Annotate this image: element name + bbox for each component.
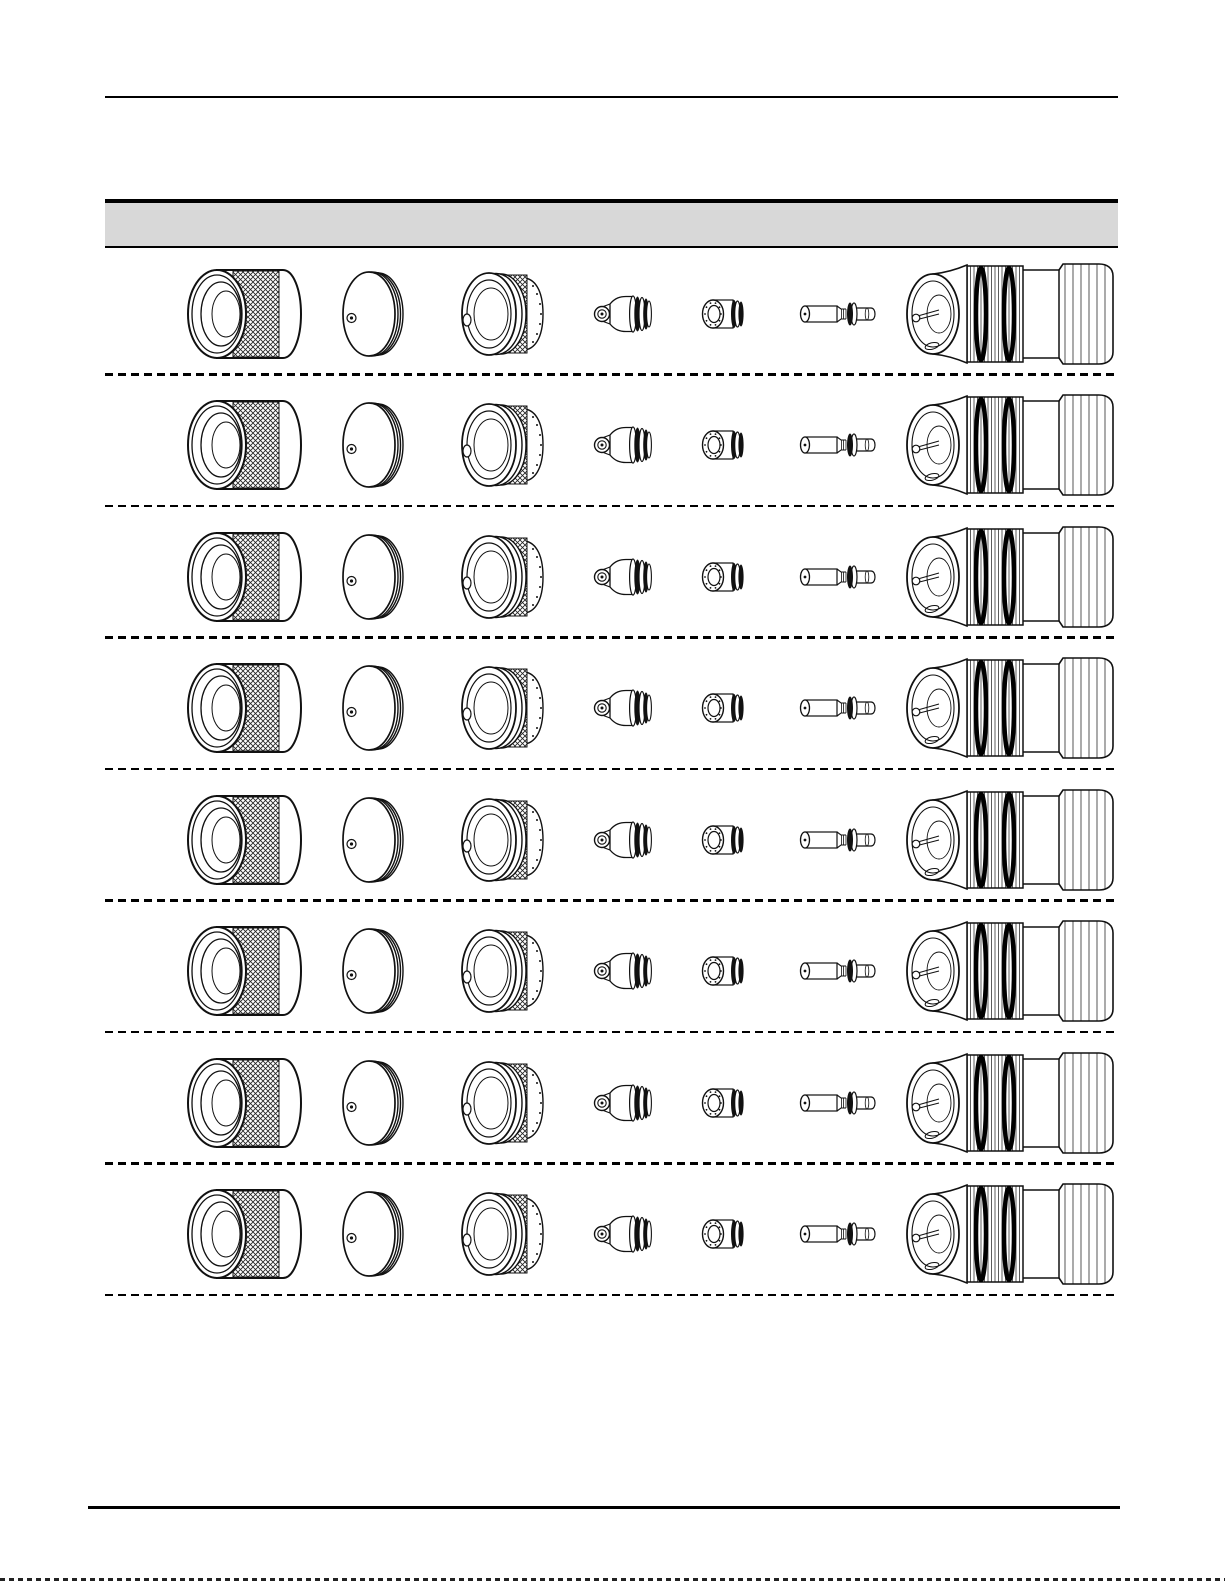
- shield-cap-drawing: [342, 928, 406, 1014]
- swirl-ring-drawing: [701, 956, 746, 986]
- parts-row: [105, 639, 1118, 770]
- torch-head-drawing: [903, 917, 1115, 1025]
- row-separator: [105, 767, 1118, 770]
- electrode-drawing: [799, 1221, 879, 1247]
- nozzle-drawing: [593, 425, 653, 465]
- electrode-drawing: [799, 827, 879, 853]
- parts-row: [105, 376, 1118, 507]
- swirl-ring-drawing: [701, 299, 746, 329]
- shield-cap-drawing: [342, 665, 406, 751]
- row-separator: [105, 373, 1118, 376]
- shield-cap-drawing: [342, 402, 406, 488]
- nozzle-drawing: [593, 1083, 653, 1123]
- retaining-cap-drawing: [455, 272, 547, 356]
- shield-cup-drawing: [183, 1056, 309, 1150]
- torch-head-drawing: [903, 1049, 1115, 1157]
- swirl-ring-drawing: [701, 1219, 746, 1249]
- parts-row: [105, 1033, 1118, 1165]
- page-bottom-dashed-line: [0, 1578, 1225, 1581]
- swirl-ring-drawing: [701, 562, 746, 592]
- retaining-cap-drawing: [455, 535, 547, 619]
- shield-cap-drawing: [342, 797, 406, 883]
- nozzle-drawing: [593, 951, 653, 991]
- shield-cup-drawing: [183, 267, 309, 361]
- electrode-drawing: [799, 301, 879, 327]
- retaining-cap-drawing: [455, 1192, 547, 1276]
- torch-head-drawing: [903, 391, 1115, 499]
- row-separator: [105, 1293, 1118, 1296]
- shield-cup-drawing: [183, 398, 309, 492]
- shield-cap-drawing: [342, 1191, 406, 1277]
- row-separator: [105, 899, 1118, 902]
- electrode-drawing: [799, 695, 879, 721]
- shield-cap-drawing: [342, 271, 406, 357]
- nozzle-drawing: [593, 688, 653, 728]
- retaining-cap-drawing: [455, 929, 547, 1013]
- footer-rule: [88, 1506, 1120, 1509]
- parts-table: [105, 244, 1118, 1296]
- torch-head-drawing: [903, 1180, 1115, 1288]
- swirl-ring-drawing: [701, 825, 746, 855]
- shield-cup-drawing: [183, 1187, 309, 1281]
- torch-head-drawing: [903, 654, 1115, 762]
- retaining-cap-drawing: [455, 798, 547, 882]
- shield-cup-drawing: [183, 530, 309, 624]
- shield-cup-drawing: [183, 793, 309, 887]
- torch-head-drawing: [903, 260, 1115, 368]
- swirl-ring-drawing: [701, 693, 746, 723]
- nozzle-drawing: [593, 294, 653, 334]
- retaining-cap-drawing: [455, 1061, 547, 1145]
- parts-row: [105, 507, 1118, 639]
- parts-row: [105, 1165, 1118, 1296]
- retaining-cap-drawing: [455, 403, 547, 487]
- row-separator: [105, 636, 1118, 639]
- electrode-drawing: [799, 564, 879, 590]
- electrode-drawing: [799, 432, 879, 458]
- swirl-ring-drawing: [701, 430, 746, 460]
- nozzle-drawing: [593, 1214, 653, 1254]
- torch-head-drawing: [903, 523, 1115, 631]
- row-separator: [105, 1162, 1118, 1165]
- shield-cup-drawing: [183, 924, 309, 1018]
- table-header-band: [105, 199, 1118, 248]
- electrode-drawing: [799, 1090, 879, 1116]
- torch-head-drawing: [903, 786, 1115, 894]
- header-rule: [105, 96, 1118, 98]
- nozzle-drawing: [593, 557, 653, 597]
- retaining-cap-drawing: [455, 666, 547, 750]
- row-separator: [105, 1030, 1118, 1033]
- parts-row: [105, 902, 1118, 1033]
- electrode-drawing: [799, 958, 879, 984]
- parts-row: [105, 770, 1118, 902]
- swirl-ring-drawing: [701, 1088, 746, 1118]
- shield-cap-drawing: [342, 534, 406, 620]
- shield-cap-drawing: [342, 1060, 406, 1146]
- parts-row: [105, 244, 1118, 376]
- nozzle-drawing: [593, 820, 653, 860]
- shield-cup-drawing: [183, 661, 309, 755]
- row-separator: [105, 504, 1118, 507]
